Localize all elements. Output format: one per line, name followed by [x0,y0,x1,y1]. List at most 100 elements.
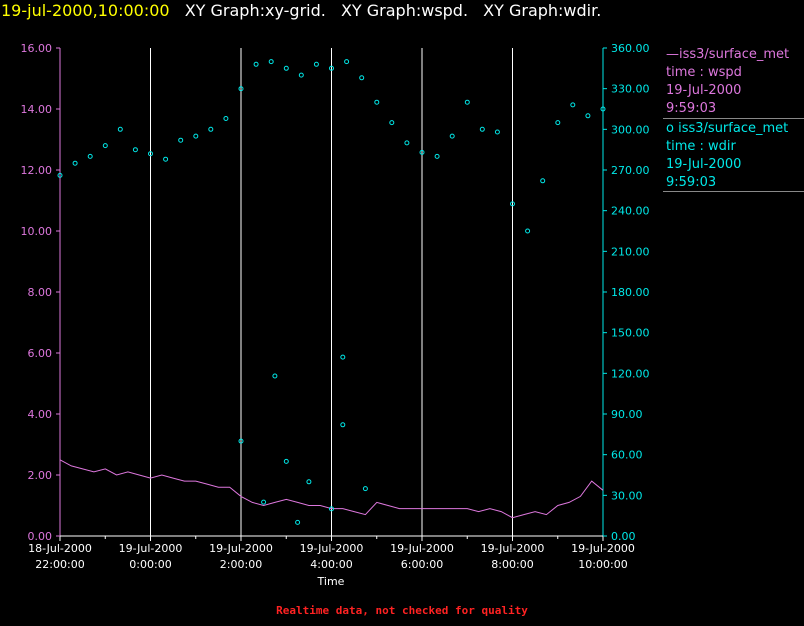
legend-wdir-date: 19-Jul-2000 [666,157,742,172]
wdir-point [261,499,267,505]
wdir-series [57,59,606,525]
wdir-point [329,506,334,512]
legend-separator-1 [663,118,804,119]
vertical-grid [150,48,513,536]
x-tick-time: 0:00:00 [129,558,171,571]
legend-wspd-field: time : wspd [666,65,742,80]
wdir-point [163,156,169,162]
wdir-point [434,153,440,159]
x-tick-time: 8:00:00 [491,558,533,571]
wdir-point [283,458,289,464]
header: 19-jul-2000,10:00:00 XY Graph:xy-grid. X… [0,0,601,24]
wdir-point [87,153,93,159]
y-left-tick-label: 8.00 [28,286,53,299]
y-left-tick-label: 10.00 [21,225,53,238]
wdir-point [494,129,500,135]
timestamp: 19-jul-2000,10:00:00 [1,1,170,20]
wdir-point [404,140,410,146]
y-left-tick-label: 0.00 [28,530,53,543]
graph-label-wspd: XY Graph:wspd. [340,1,469,20]
y-left-tick-label: 2.00 [28,469,53,482]
legend-wspd-time: 9:59:03 [666,101,717,116]
x-tick-time: 10:00:00 [578,558,627,571]
y-right-tick-label: 240.00 [611,205,650,218]
quality-notice: Realtime data, not checked for quality [276,604,528,617]
wdir-point [102,143,108,149]
wdir-point [132,147,138,153]
wdir-point [178,137,184,143]
wdir-point [464,99,470,105]
wdir-point [362,486,368,492]
x-axis-label: Time [317,575,345,588]
x-tick-time: 22:00:00 [35,558,84,571]
x-tick-date: 19-Jul-2000 [300,542,364,555]
wdir-point [570,102,576,108]
y-right-tick-label: 30.00 [611,489,643,502]
legend-wdir-marker: o [666,121,674,136]
wdir-point [525,228,531,234]
x-tick-date: 19-Jul-2000 [209,542,273,555]
wdir-point [148,151,153,157]
y-right-tick-label: 0.00 [611,530,636,543]
x-tick-date: 19-Jul-2000 [390,542,454,555]
y-right-tick-label: 90.00 [611,408,643,421]
y-left-tick-label: 6.00 [28,347,53,360]
y-right-tick-label: 360.00 [611,42,650,55]
y-right-tick-label: 300.00 [611,123,650,136]
wdir-point [298,72,304,78]
wdir-point [389,120,395,126]
y-right-tick-label: 120.00 [611,367,650,380]
legend-wdir[interactable]: o iss3/surface_met time : wdir 19-Jul-20… [666,120,788,192]
tick-labels: 18-Jul-2000 22:00:00 19-Jul-2000 0:00:00 19-… [21,42,650,571]
chart-axes [56,47,607,541]
y-left-tick-label: 16.00 [21,42,53,55]
y-right-tick-label: 180.00 [611,286,650,299]
wdir-point [72,160,78,166]
wdir-point [313,61,319,67]
wdir-point [223,116,229,121]
x-tick-time: 6:00:00 [401,558,443,571]
y-left-tick-label: 14.00 [21,103,53,116]
wdir-point [57,172,63,178]
wdir-point [193,133,199,139]
y-left-tick-label: 12.00 [21,164,53,177]
legend-wspd-source: —iss3/surface_met [666,47,790,62]
x-tick-date: 19-Jul-2000 [119,542,183,555]
y-right-tick-label: 210.00 [611,245,650,258]
wdir-point [117,126,123,132]
wdir-point [253,61,259,67]
x-tick-time: 2:00:00 [220,558,262,571]
legend-wspd[interactable]: —iss3/surface_met time : wspd 19-Jul-200… [666,46,789,118]
legend-wspd-date: 19-Jul-2000 [666,83,742,98]
legend-wdir-field: time : wdir [666,139,736,154]
wdir-point [295,519,301,525]
wdir-point [419,149,425,155]
wdir-point [272,373,278,379]
wdir-point [555,120,561,126]
wdir-point [340,422,346,428]
wspd-series [59,459,604,519]
y-right-tick-label: 150.00 [611,327,650,340]
wdir-point [600,106,606,112]
wdir-point [510,201,515,207]
wdir-point [479,126,485,132]
x-tick-date: 19-Jul-2000 [481,542,545,555]
y-right-tick-label: 330.00 [611,83,650,96]
x-tick-date: 18-Jul-2000 [28,542,92,555]
y-right-tick-label: 270.00 [611,164,650,177]
wdir-point [585,113,591,119]
wdir-point [374,99,380,105]
legend-wdir-time: 9:59:03 [666,175,717,190]
wdir-point [238,86,244,92]
x-tick-time: 4:00:00 [310,558,352,571]
wdir-point [329,65,334,71]
y-right-tick-label: 60.00 [611,449,643,462]
wdir-point [344,59,350,65]
wdir-point [268,59,274,65]
wdir-point [306,479,312,485]
legend-separator-2 [663,191,804,192]
legend-wdir-source: o iss3/surface_met [666,121,789,136]
wdir-point [208,126,214,132]
legend-wspd-marker: — [666,47,679,62]
